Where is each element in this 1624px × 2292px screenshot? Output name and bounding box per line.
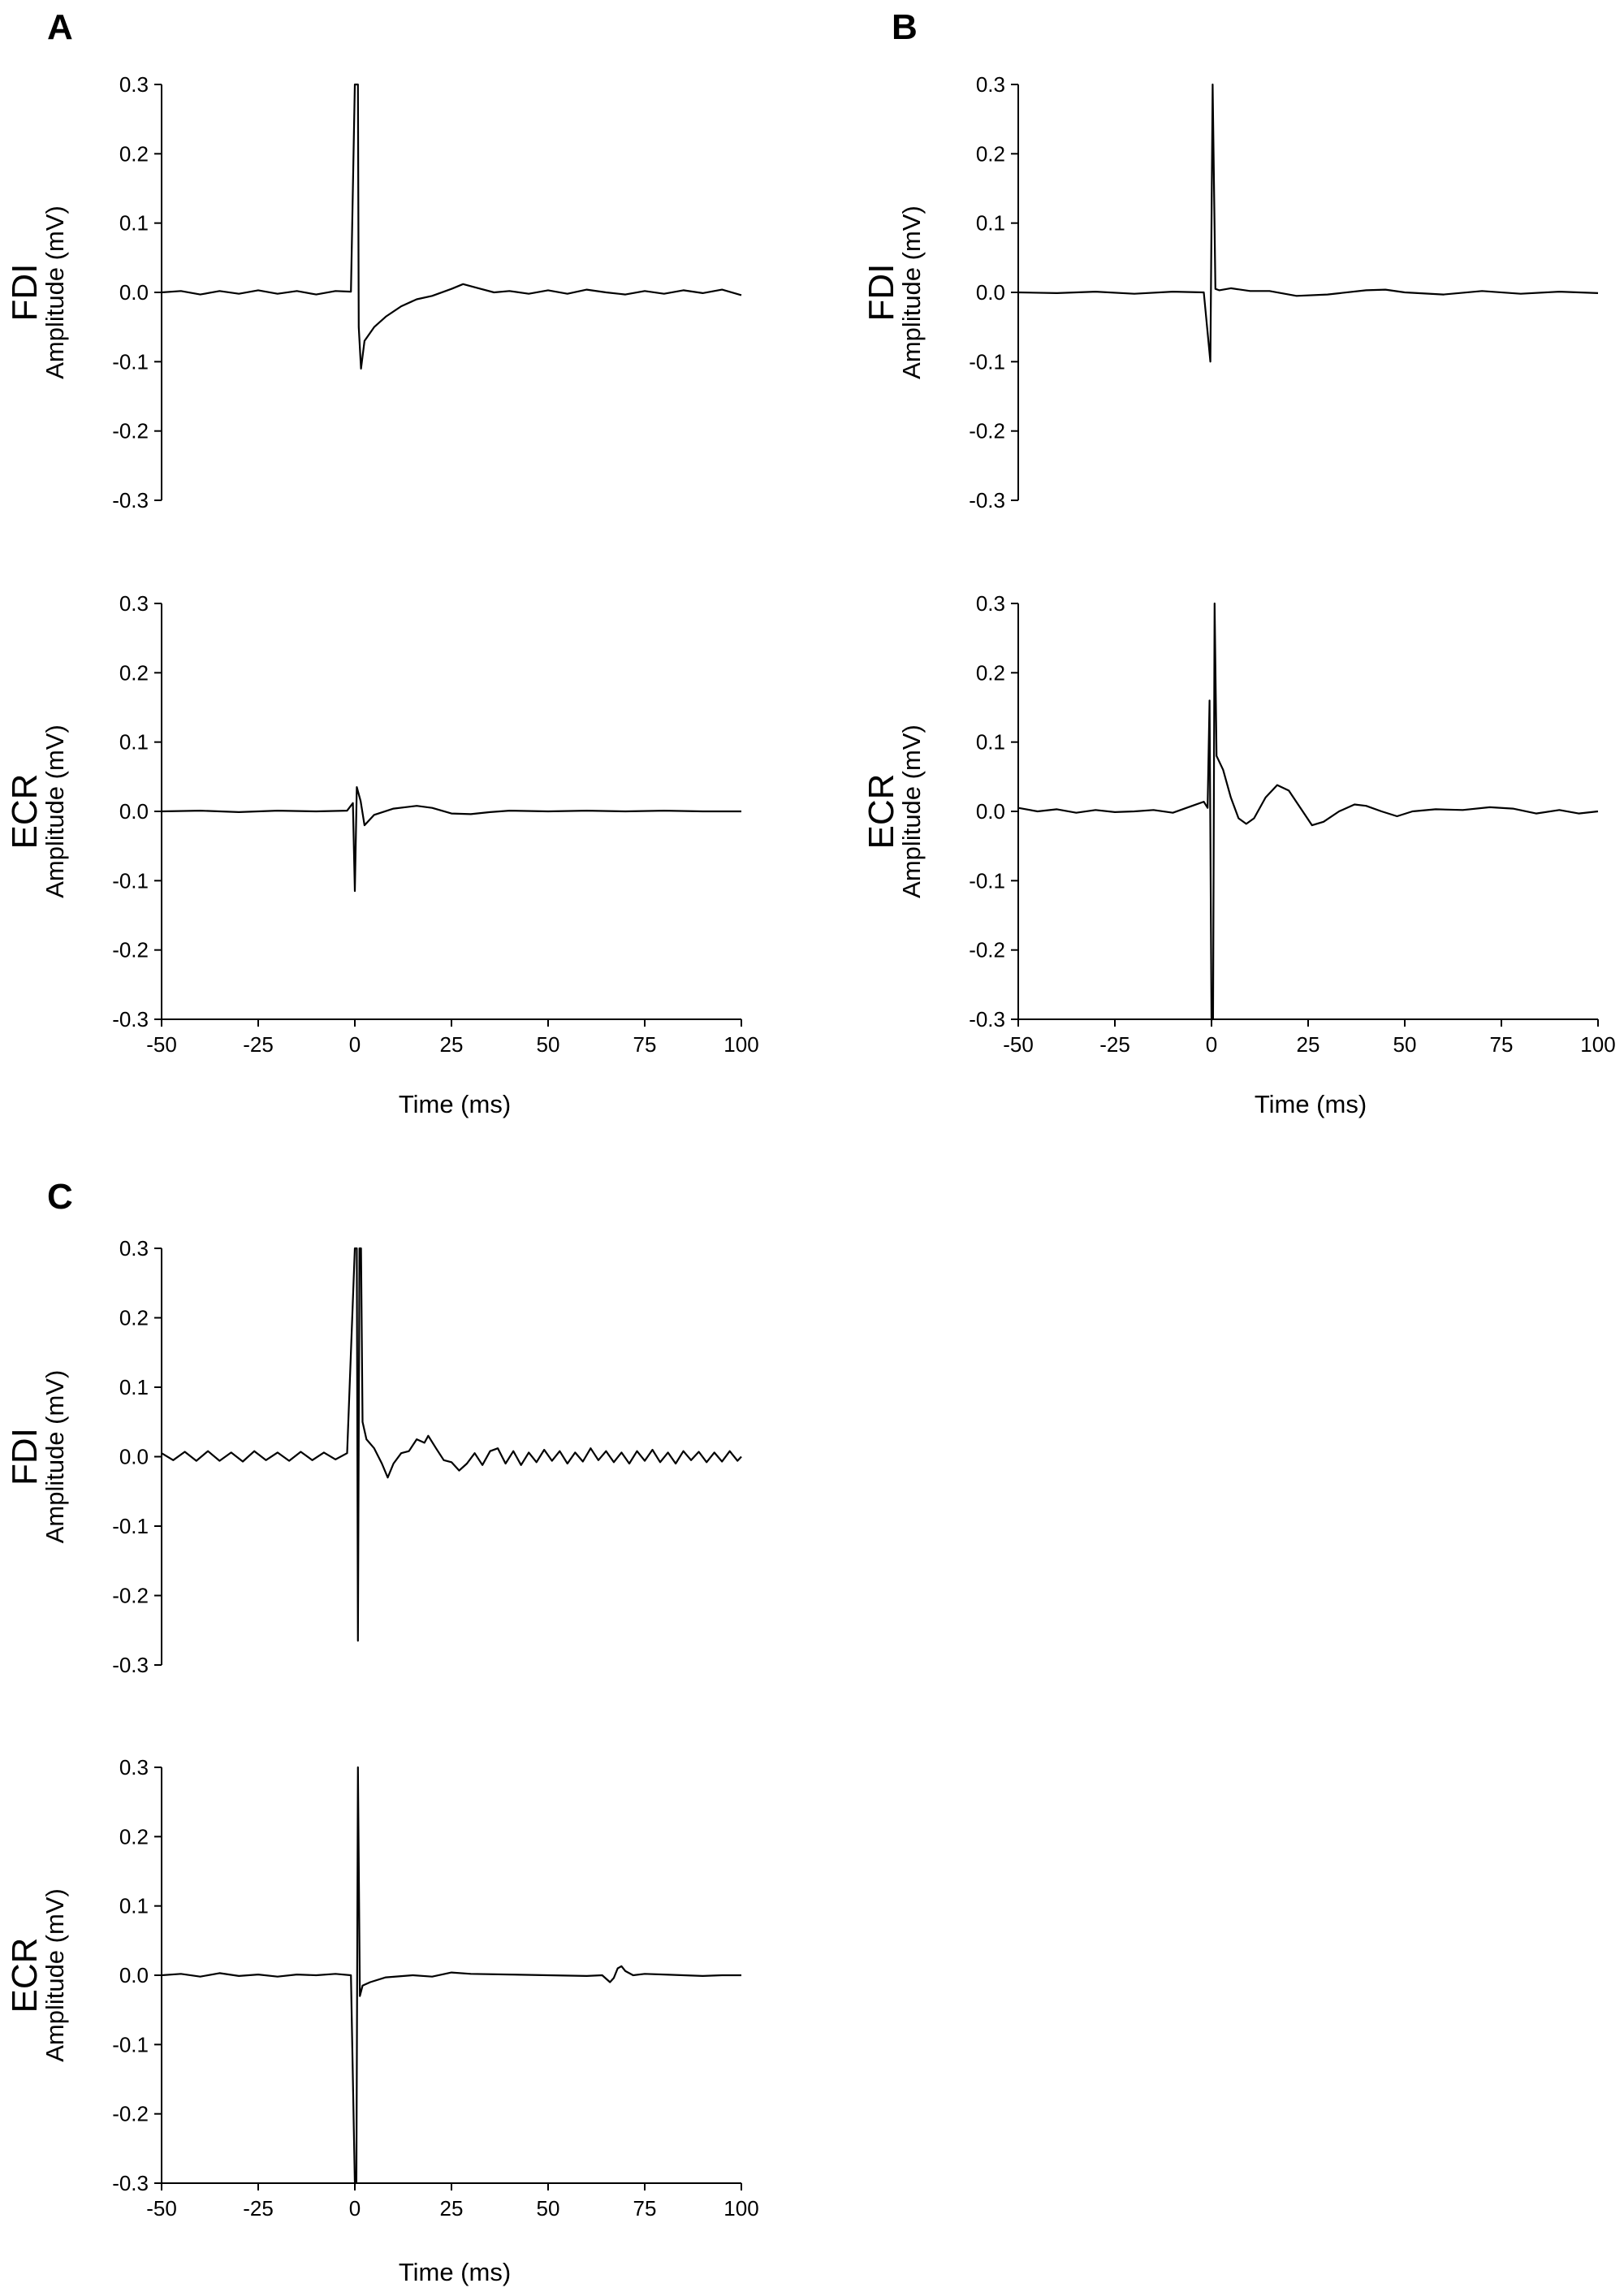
y-tick-label: -0.1 — [112, 1514, 149, 1538]
x-tick-label: 100 — [1580, 1032, 1615, 1057]
y-tick-label: 0.2 — [976, 660, 1005, 685]
y-tick-label: -0.2 — [112, 2102, 149, 2126]
y-tick-label: -0.3 — [112, 2171, 149, 2195]
emg-trace-b-fdi — [1017, 83, 1599, 363]
x-tick-label: 50 — [1393, 1032, 1417, 1057]
amplitude-label-a-ecr: Amplitude (mV) — [41, 724, 69, 898]
x-tick-label: 25 — [440, 1032, 464, 1057]
y-tick-label: -0.3 — [112, 1653, 149, 1677]
x-tick-label: -50 — [146, 1032, 177, 1057]
emg-trace-a-ecr — [161, 785, 741, 893]
y-tick-label: -0.3 — [969, 488, 1005, 512]
y-tick-label: 0.1 — [976, 211, 1005, 236]
x-tick-label: -25 — [243, 1032, 274, 1057]
y-tick-label: 0.3 — [976, 72, 1005, 97]
y-tick-label: 0.2 — [119, 1306, 149, 1330]
emg-trace-a-fdi — [161, 83, 742, 370]
y-tick-label: 0.2 — [119, 1824, 149, 1849]
y-tick-label: 0.1 — [119, 1894, 149, 1918]
y-tick-label: 0.3 — [119, 591, 149, 616]
y-tick-label: 0.0 — [119, 280, 149, 305]
chart-c-ecr: 0.3 0.2 0.1 0.0 -0.1 -0.2 -0.3-50 -25 0 25 50 75 100… — [5, 1755, 759, 2221]
y-tick-label: -0.3 — [112, 1007, 149, 1031]
y-tick-label: 0.1 — [119, 730, 149, 755]
y-tick-label: 0.2 — [976, 141, 1005, 166]
y-tick-label: -0.1 — [112, 349, 149, 374]
y-tick-label: 0.0 — [119, 1963, 149, 1987]
x-tick-label: 75 — [1490, 1032, 1514, 1057]
panel-label-c: C — [47, 1177, 73, 1217]
y-tick-label: -0.2 — [112, 938, 149, 962]
y-tick-label: 0.0 — [976, 799, 1005, 824]
x-tick-label: -50 — [1003, 1032, 1034, 1057]
x-tick-label: 50 — [537, 1032, 560, 1057]
y-tick-label: 0.0 — [119, 799, 149, 824]
x-tick-label: 75 — [633, 2196, 657, 2221]
x-tick-label: 0 — [349, 1032, 361, 1057]
y-tick-label: -0.2 — [969, 938, 1005, 962]
muscle-label-b-fdi: FDI — [862, 264, 901, 322]
x-tick-label: 100 — [723, 1032, 758, 1057]
y-tick-label: -0.1 — [112, 2032, 149, 2056]
amplitude-label-a-fdi: Amplitude (mV) — [41, 205, 69, 379]
amplitude-label-b-fdi: Amplitude (mV) — [897, 205, 926, 379]
y-tick-label: 0.1 — [119, 1375, 149, 1399]
x-tick-label: -50 — [146, 2196, 177, 2221]
y-tick-label: 0.3 — [976, 591, 1005, 616]
amplitude-label-c-fdi: Amplitude (mV) — [41, 1370, 69, 1544]
x-tick-label: -25 — [243, 2196, 274, 2221]
panel-label-b: B — [892, 7, 918, 47]
y-tick-label: -0.1 — [969, 868, 1005, 893]
y-tick-label: -0.3 — [112, 488, 149, 512]
panel-label-a: A — [47, 7, 73, 47]
x-tick-label: 25 — [1297, 1032, 1320, 1057]
amplitude-label-b-ecr: Amplitude (mV) — [897, 724, 926, 898]
y-tick-label: -0.2 — [969, 419, 1005, 443]
time-axis-title-a: Time (ms) — [399, 1090, 511, 1118]
amplitude-label-c-ecr: Amplitude (mV) — [41, 1888, 69, 2062]
time-axis-title-c: Time (ms) — [399, 2258, 511, 2286]
x-tick-label: 100 — [723, 2196, 758, 2221]
muscle-label-c-fdi: FDI — [5, 1428, 45, 1485]
y-tick-label: 0.0 — [119, 1445, 149, 1469]
x-tick-label: 0 — [349, 2196, 361, 2221]
y-tick-label: 0.3 — [119, 1236, 149, 1261]
x-tick-label: 25 — [440, 2196, 464, 2221]
x-tick-label: -25 — [1099, 1032, 1130, 1057]
y-tick-label: -0.2 — [112, 419, 149, 443]
emg-trace-c-ecr — [161, 1766, 741, 2185]
x-tick-label: 75 — [633, 1032, 657, 1057]
y-tick-label: 0.3 — [119, 72, 149, 97]
muscle-label-a-ecr: ECR — [5, 774, 45, 850]
x-tick-label: 0 — [1206, 1032, 1217, 1057]
emg-trace-b-ecr — [1017, 602, 1599, 1021]
emg-trace-c-fdi — [161, 1247, 742, 1642]
y-tick-label: -0.1 — [969, 349, 1005, 374]
chart-a-ecr: 0.3 0.2 0.1 0.0 -0.1 -0.2 -0.3-50 -25 0 25 50 75 100… — [5, 591, 759, 1057]
muscle-label-a-fdi: FDI — [5, 264, 45, 322]
chart-b-ecr: 0.3 0.2 0.1 0.0 -0.1 -0.2 -0.3-50 -25 0 25 50 75 100… — [862, 591, 1616, 1057]
y-tick-label: 0.1 — [119, 211, 149, 236]
y-tick-label: 0.3 — [119, 1755, 149, 1780]
y-tick-label: 0.2 — [119, 660, 149, 685]
y-tick-label: 0.1 — [976, 730, 1005, 755]
time-axis-title-b: Time (ms) — [1255, 1090, 1367, 1118]
y-tick-label: 0.2 — [119, 141, 149, 166]
y-tick-label: -0.2 — [112, 1584, 149, 1608]
muscle-label-c-ecr: ECR — [5, 1938, 45, 2013]
y-tick-label: 0.0 — [976, 280, 1005, 305]
y-tick-label: -0.3 — [969, 1007, 1005, 1031]
x-tick-label: 50 — [537, 2196, 560, 2221]
muscle-label-b-ecr: ECR — [862, 774, 901, 850]
y-tick-label: -0.1 — [112, 868, 149, 893]
